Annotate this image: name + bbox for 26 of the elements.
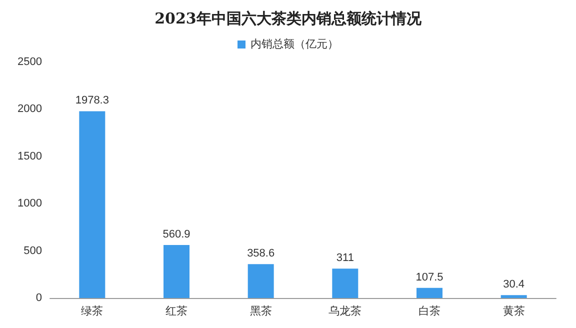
chart-title: 2023年中国六大茶类内销总额统计情况 [154, 10, 422, 28]
x-tick-label: 绿茶 [81, 304, 104, 318]
legend-label: 内销总额（亿元） [250, 38, 338, 50]
data-label: 560.9 [162, 228, 190, 241]
x-tick-label: 白茶 [418, 304, 440, 318]
data-label: 311 [336, 252, 354, 264]
bar [248, 264, 274, 298]
data-label: 30.4 [503, 278, 525, 291]
data-label: 107.5 [416, 271, 444, 284]
y-tick-label: 0 [36, 292, 42, 304]
y-tick-label: 500 [24, 244, 42, 257]
data-label: 358.6 [247, 248, 275, 260]
bar [79, 111, 106, 298]
x-tick-label: 黄茶 [502, 304, 525, 318]
x-tick-label: 红茶 [166, 304, 188, 318]
x-tick-label: 黑茶 [250, 304, 272, 318]
y-tick-label: 1000 [18, 198, 42, 210]
y-tick-label: 2500 [18, 56, 42, 68]
y-tick-label: 1500 [18, 150, 42, 162]
x-tick-label: 乌龙茶 [328, 304, 362, 318]
y-tick-label: 2000 [18, 103, 42, 116]
data-label: 1978.3 [75, 94, 109, 107]
bar [500, 295, 527, 298]
bar [332, 268, 358, 298]
bar [164, 245, 190, 298]
bar [416, 288, 442, 298]
